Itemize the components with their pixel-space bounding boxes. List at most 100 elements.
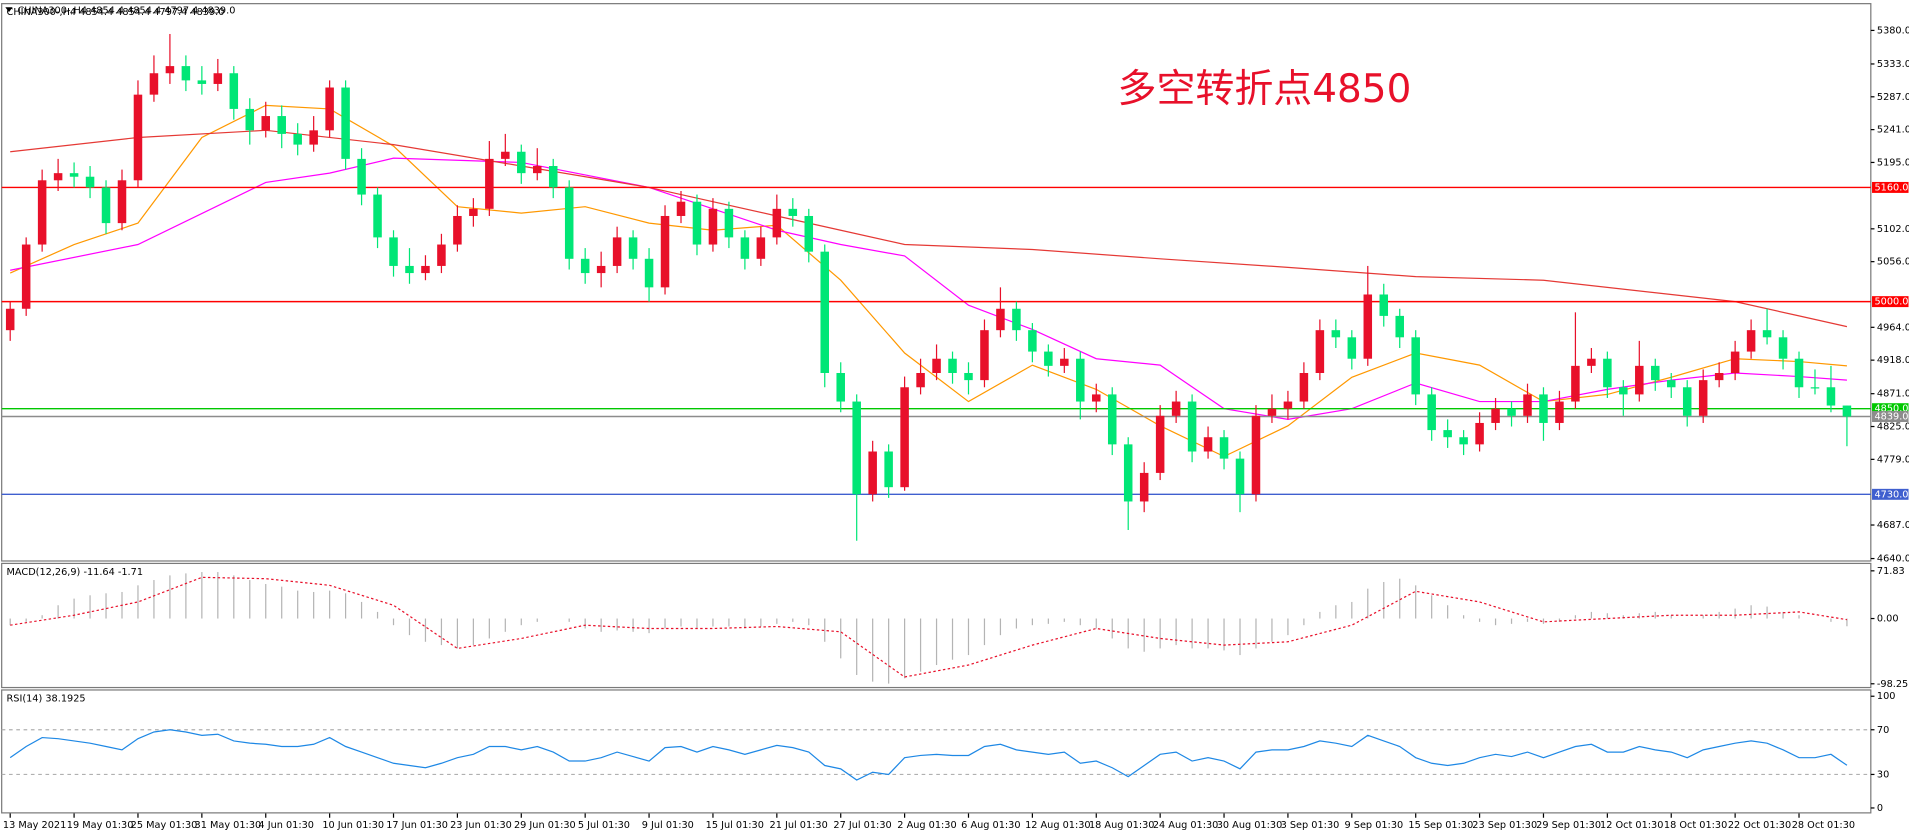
candle-body (1060, 358, 1069, 366)
candle-body (1347, 337, 1357, 359)
candle-body (5, 308, 15, 331)
candle-body (1587, 358, 1596, 366)
candle-body (165, 66, 175, 74)
y-tick-label: 4779.0 (1877, 454, 1909, 465)
candle-body (213, 73, 223, 84)
candle-body (389, 237, 398, 266)
candle-body (21, 244, 31, 309)
candle-body (1810, 387, 1820, 389)
panel-frame (1, 562, 1872, 689)
panel-frame (1, 689, 1872, 814)
candle-body (580, 258, 590, 274)
candle-body (1491, 408, 1500, 423)
candle-body (564, 187, 574, 259)
x-tick-label: 28 Oct 01:30 (1792, 820, 1855, 831)
candle-body (1635, 365, 1644, 395)
panel-title: RSI(14) 38.1925 (7, 693, 86, 704)
candle-body (1762, 330, 1772, 338)
candle-body (277, 116, 286, 134)
x-tick-label: 13 May 2021 (3, 820, 66, 831)
candle-body (612, 237, 622, 266)
candle-body (1842, 405, 1852, 417)
candle-body (1475, 422, 1484, 445)
candle-body (1698, 380, 1708, 416)
level-label-box (1872, 411, 1909, 423)
candle-body (1155, 415, 1165, 473)
candle-body (1459, 437, 1468, 445)
candle-body (1171, 401, 1181, 416)
candle-body (756, 237, 766, 259)
candle-body (1603, 358, 1612, 388)
candle-body (309, 130, 318, 145)
candle-body (405, 265, 414, 274)
candle-body (1555, 401, 1564, 423)
candle-body (53, 173, 63, 181)
y-tick-label: 4871.0 (1877, 389, 1909, 400)
candle-body (1379, 294, 1389, 316)
x-tick-label: 3 Sep 01:30 (1281, 820, 1340, 831)
candle-body (1539, 394, 1548, 423)
candle-body (437, 244, 446, 266)
x-tick-label: 22 Oct 01:30 (1728, 820, 1791, 831)
candle-body (1092, 394, 1101, 402)
candle-body (596, 265, 606, 274)
y-tick-label: 4918.0 (1877, 355, 1909, 366)
y-tick-label: 71.83 (1877, 566, 1905, 577)
candle-body (1139, 472, 1149, 502)
y-tick-label: 5056.0 (1877, 257, 1909, 268)
rsi-line (9, 729, 1848, 781)
level-label: 5000.0 (1874, 297, 1908, 308)
x-tick-label: 23 Jun 01:30 (450, 820, 512, 831)
candle-body (133, 94, 143, 181)
candle-body (197, 80, 207, 84)
candle-body (501, 151, 510, 159)
candle-body (1299, 372, 1309, 402)
y-tick-label: 4825.0 (1877, 422, 1909, 433)
candle-body (533, 166, 542, 174)
candle-body (932, 358, 941, 373)
candle-body (964, 372, 973, 381)
chart-title: CHINA300-,H4 4854.4 4854.4 4797.4 4839.0 (17, 5, 235, 16)
annotation: 多空转折点4850 (1118, 67, 1412, 112)
candle-body (325, 87, 334, 131)
y-tick-label: 5241.0 (1877, 125, 1909, 136)
level-label-box (1872, 403, 1909, 415)
y-tick-label: 70 (1877, 725, 1889, 736)
candle-body (676, 201, 686, 216)
candle-body (1714, 372, 1724, 381)
candle-body (1187, 401, 1197, 452)
candle-body (341, 87, 350, 159)
candle-body (1794, 358, 1804, 388)
candle-body (85, 176, 95, 188)
level-label-box (1872, 488, 1909, 500)
candle-body (772, 208, 782, 238)
candle-body (1826, 387, 1836, 406)
candle-body (469, 208, 478, 216)
x-tick-label: 29 Jun 01:30 (514, 820, 576, 831)
candle-body (1619, 387, 1628, 395)
candle-body (644, 258, 654, 288)
candle-body (1203, 437, 1213, 452)
candle-body (245, 108, 255, 131)
candle-body (836, 372, 845, 402)
y-tick-label: 4640.0 (1877, 554, 1909, 565)
candle-body (517, 151, 526, 174)
x-tick-label: 25 May 01:30 (131, 820, 198, 831)
candle-body (1730, 351, 1740, 373)
x-tick-label: 24 Aug 01:30 (1153, 820, 1219, 831)
menu-arrow[interactable] (5, 7, 13, 13)
x-tick-label: 10 Jun 01:30 (322, 820, 384, 831)
candle-body (788, 208, 798, 216)
candle-body (660, 215, 670, 288)
candle-body (724, 208, 734, 238)
candle-body (692, 201, 702, 245)
panel-title: CHINA300-,H4 4854.4 4854.4 4797.4 4839.0 (7, 7, 225, 18)
candle-body (1571, 365, 1580, 402)
level-label-box (1872, 181, 1909, 193)
candle-body (357, 158, 366, 195)
candle-body (884, 451, 893, 488)
candle-body (1076, 358, 1085, 402)
candle-body (1746, 330, 1756, 352)
candle-body (740, 237, 750, 259)
